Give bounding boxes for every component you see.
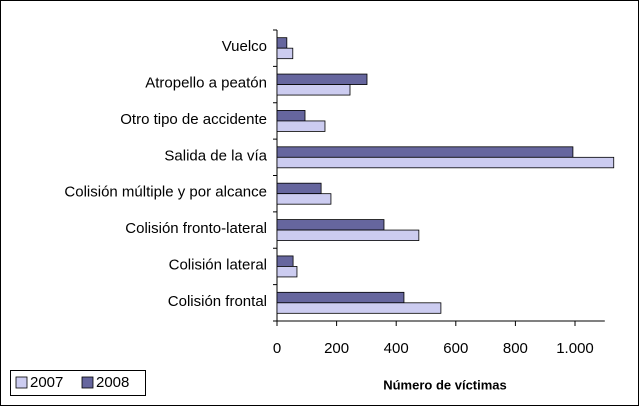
bar [276,193,332,205]
bar [276,266,298,278]
bar [276,120,326,132]
bar [276,146,574,158]
bar [276,302,442,314]
bar [276,37,288,49]
legend-swatch [15,376,28,389]
y-tick-label: Atropello a peatón [145,75,267,92]
legend-swatch [81,376,94,389]
bar [276,47,294,60]
y-tick-label: Colisión lateral [169,256,267,273]
x-tick-label: 600 [443,340,468,357]
y-tick-label: Vuelco [222,38,267,55]
bar [276,73,368,85]
bar [276,219,385,231]
legend-label: 2007 [30,374,63,391]
x-tick-label: 0 [273,340,281,357]
x-tick-label: 400 [384,340,409,357]
bar [276,156,615,169]
x-axis-title: Número de víctimas [383,377,507,392]
bar [276,182,322,195]
y-tick-label: Colisión frontal [168,293,267,310]
y-tick-label: Salida de la vía [164,147,267,164]
bar [276,229,420,241]
x-tick-label: 200 [324,340,349,357]
x-tick-label: 800 [503,340,528,357]
legend-box [10,370,146,396]
y-tick-label: Otro tipo de accidente [120,111,267,128]
bar [276,291,405,304]
y-tick-label: Colisión múltiple y por alcance [64,184,267,201]
x-tick-label: 1.000 [556,340,594,357]
y-tick-label: Colisión fronto-lateral [125,220,267,237]
legend-label: 2008 [96,374,129,391]
bar [276,255,294,267]
bar [276,84,351,96]
bar [276,110,306,122]
